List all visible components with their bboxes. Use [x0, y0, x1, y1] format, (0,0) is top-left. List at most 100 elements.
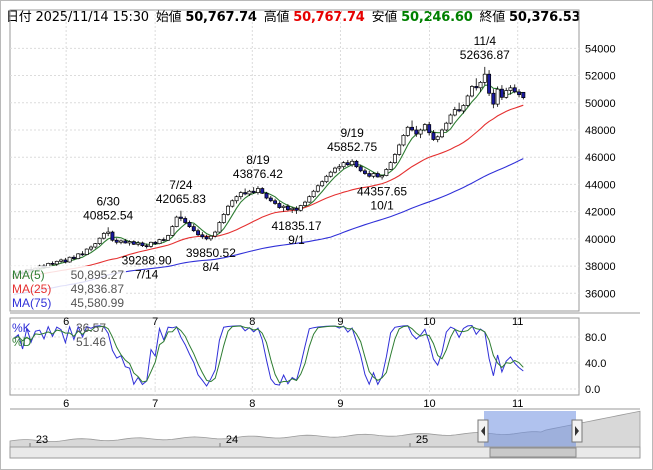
legend-value: 50,895.27	[71, 268, 125, 282]
x-tick-label: 10	[423, 398, 435, 410]
stochastic-lines	[13, 324, 524, 387]
candle	[101, 233, 106, 239]
y-tick-label: 50000	[585, 98, 616, 110]
close-label: 終値	[479, 10, 506, 25]
candle	[298, 205, 303, 211]
annotation-date: 10/1	[370, 199, 394, 213]
datetime-value: 2025/11/14 15:30	[35, 10, 150, 25]
arrow-icon	[481, 426, 485, 436]
candle	[444, 122, 449, 131]
stoch-line-d	[13, 325, 524, 384]
candle	[178, 216, 183, 219]
stoch-y-tick-label: 40.0	[585, 358, 606, 370]
price-info-bar: 日付 2025/11/14 15:30 始値 50,767.74 高値 50,7…	[6, 6, 583, 26]
arrow-icon	[575, 426, 579, 436]
candle	[499, 88, 504, 98]
candle	[422, 124, 427, 131]
stoch-y-tick-label: 0.0	[585, 384, 600, 396]
candle	[461, 105, 466, 112]
annotation-value: 41835.17	[271, 219, 321, 233]
annotation-value: 42065.83	[156, 192, 206, 206]
candle	[50, 263, 55, 265]
x-tick-label: 11	[512, 398, 523, 410]
candle	[392, 154, 397, 164]
scrollbar-thumb	[489, 447, 577, 458]
candle	[435, 136, 440, 140]
y-tick-label: 54000	[585, 43, 616, 55]
candle	[251, 190, 256, 193]
candle	[153, 241, 158, 244]
candle	[54, 260, 59, 265]
candle	[337, 166, 342, 169]
moving-averages	[13, 84, 524, 296]
candle	[59, 259, 64, 262]
year-tick-label: 23	[36, 434, 48, 446]
annotation-date: 7/24	[169, 178, 193, 192]
annotation-date: 9/19	[340, 126, 364, 140]
candle	[243, 192, 248, 195]
stoch-legend: %K 36.57 %D 51.46	[12, 321, 106, 349]
candle	[375, 173, 380, 178]
left-range-handle[interactable]	[477, 419, 489, 443]
price-panel-border	[9, 9, 580, 312]
candle	[517, 91, 521, 95]
stoch-y-tick-label: 80.0	[585, 332, 606, 344]
candle	[174, 216, 179, 227]
x-tick-label: 7	[152, 398, 158, 410]
candle	[157, 239, 162, 244]
candle	[495, 88, 500, 105]
candle	[482, 73, 487, 83]
annotation-value: 52636.87	[460, 48, 510, 62]
open-value: 50,767.74	[185, 10, 257, 25]
candle	[341, 162, 346, 168]
right-range-handle[interactable]	[571, 419, 583, 443]
candle	[208, 235, 213, 240]
candle	[440, 129, 444, 138]
open-label: 始値	[155, 10, 182, 25]
candle	[217, 222, 222, 233]
candle	[123, 240, 128, 244]
close-value: 50,376.53	[509, 10, 581, 25]
x-tick-label: 9	[337, 316, 343, 328]
candle	[67, 256, 72, 263]
annotation-date: 8/4	[203, 260, 220, 274]
candle	[80, 253, 85, 256]
candle	[504, 90, 509, 98]
candle	[491, 92, 496, 105]
candle	[315, 185, 320, 192]
candle	[371, 173, 376, 177]
candle	[114, 239, 119, 243]
candle	[273, 200, 278, 204]
price-grid	[10, 47, 579, 294]
candle	[277, 203, 282, 208]
annotation-value: 39850.52	[186, 246, 236, 260]
candle	[307, 196, 312, 203]
stoch-line-k	[13, 324, 524, 387]
high-label: 高値	[263, 10, 290, 25]
candle	[294, 207, 299, 211]
candle	[226, 205, 230, 215]
candle	[367, 173, 372, 177]
candle	[170, 226, 175, 236]
candle	[363, 170, 367, 174]
candle	[238, 192, 243, 198]
candle	[354, 160, 359, 168]
candle	[512, 87, 517, 93]
candle	[119, 240, 123, 243]
legend-label: MA(75)	[12, 296, 51, 310]
candle	[97, 237, 102, 244]
candle	[401, 135, 406, 146]
candle	[285, 205, 290, 210]
y-tick-label: 46000	[585, 152, 616, 164]
legend-bg	[11, 266, 126, 310]
candle	[110, 231, 115, 241]
candle	[521, 91, 526, 98]
navigator-scrollbar[interactable]	[9, 446, 641, 459]
candle	[149, 241, 153, 247]
candle	[452, 109, 457, 116]
stoch-legend-value: 51.46	[76, 335, 106, 349]
candle	[290, 207, 295, 210]
